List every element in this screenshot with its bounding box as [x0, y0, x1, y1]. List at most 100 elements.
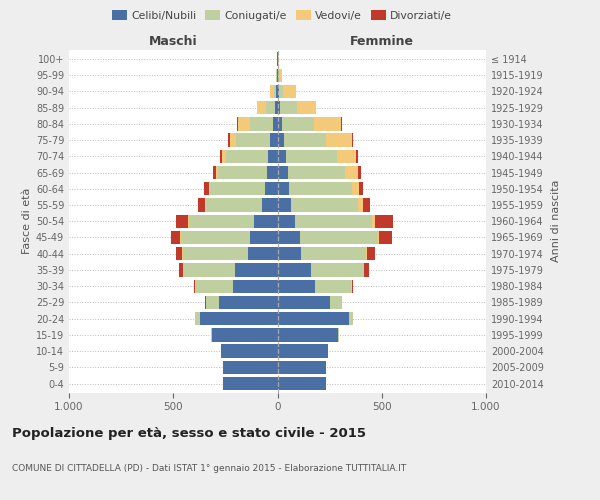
Bar	[226, 150, 277, 163]
Bar	[236, 134, 277, 146]
Bar	[277, 166, 344, 179]
Bar	[181, 231, 277, 244]
Bar	[275, 101, 277, 114]
Bar	[222, 150, 277, 163]
Bar	[277, 68, 282, 82]
Bar	[277, 280, 316, 293]
Bar	[277, 296, 342, 309]
Bar	[274, 117, 277, 130]
Bar	[210, 182, 277, 196]
Bar	[213, 166, 277, 179]
Text: Femmine: Femmine	[350, 34, 414, 48]
Bar	[277, 214, 392, 228]
Bar	[277, 182, 364, 196]
Bar	[277, 264, 364, 276]
Bar	[265, 182, 277, 196]
Bar	[182, 247, 277, 260]
Bar	[194, 280, 277, 293]
Bar	[277, 117, 341, 130]
Bar	[277, 312, 353, 326]
Bar	[277, 231, 392, 244]
Bar	[205, 296, 277, 309]
Bar	[223, 360, 277, 374]
Bar	[211, 328, 277, 342]
Bar	[277, 247, 367, 260]
Bar	[188, 214, 277, 228]
Bar	[277, 150, 337, 163]
Bar	[221, 344, 277, 358]
Bar	[277, 150, 286, 163]
Bar	[248, 247, 277, 260]
Bar	[277, 198, 363, 211]
Bar	[206, 296, 277, 309]
Bar	[277, 52, 279, 66]
Bar	[277, 360, 326, 374]
Bar	[277, 328, 339, 342]
Bar	[277, 150, 358, 163]
Bar	[277, 360, 326, 374]
Bar	[277, 280, 352, 293]
Bar	[277, 134, 352, 146]
Bar	[277, 264, 369, 276]
Bar	[230, 134, 277, 146]
Bar	[277, 134, 284, 146]
Bar	[176, 214, 277, 228]
Text: COMUNE DI CITTADELLA (PD) - Dati ISTAT 1° gennaio 2015 - Elaborazione TUTTITALIA: COMUNE DI CITTADELLA (PD) - Dati ISTAT 1…	[12, 464, 406, 473]
Bar	[254, 214, 277, 228]
Y-axis label: Fasce di età: Fasce di età	[22, 188, 32, 254]
Bar	[216, 166, 277, 179]
Bar	[277, 296, 342, 309]
Bar	[277, 84, 296, 98]
Legend: Celibi/Nubili, Coniugati/e, Vedovi/e, Divorziati/e: Celibi/Nubili, Coniugati/e, Vedovi/e, Di…	[107, 6, 457, 25]
Bar	[233, 280, 277, 293]
Bar	[228, 134, 277, 146]
Bar	[274, 84, 277, 98]
Bar	[277, 68, 282, 82]
Bar	[237, 117, 277, 130]
Bar	[200, 312, 277, 326]
Text: Maschi: Maschi	[149, 34, 197, 48]
Bar	[212, 328, 277, 342]
Bar	[277, 360, 326, 374]
Bar	[195, 280, 277, 293]
Bar	[277, 182, 359, 196]
Bar	[276, 68, 277, 82]
Bar	[270, 134, 277, 146]
Bar	[277, 377, 326, 390]
Text: Popolazione per età, sesso e stato civile - 2015: Popolazione per età, sesso e stato civil…	[12, 428, 366, 440]
Bar	[179, 264, 277, 276]
Bar	[257, 101, 277, 114]
Bar	[189, 214, 277, 228]
Bar	[277, 312, 349, 326]
Bar	[277, 101, 280, 114]
Bar	[277, 117, 342, 130]
Bar	[196, 312, 277, 326]
Bar	[277, 247, 301, 260]
Bar	[270, 84, 277, 98]
Bar	[223, 360, 277, 374]
Bar	[205, 198, 277, 211]
Bar	[219, 296, 277, 309]
Bar	[277, 117, 282, 130]
Bar	[277, 198, 358, 211]
Bar	[277, 296, 330, 309]
Bar	[221, 344, 277, 358]
Bar	[277, 344, 328, 358]
Bar	[277, 344, 328, 358]
Bar	[277, 134, 326, 146]
Bar	[262, 198, 277, 211]
Bar	[277, 312, 353, 326]
Bar	[277, 214, 372, 228]
Bar	[211, 328, 277, 342]
Bar	[277, 360, 326, 374]
Bar	[277, 117, 314, 130]
Bar	[277, 101, 316, 114]
Bar	[218, 166, 277, 179]
Bar	[196, 312, 277, 326]
Bar	[277, 182, 289, 196]
Bar	[277, 231, 377, 244]
Bar	[277, 296, 342, 309]
Bar	[277, 198, 291, 211]
Bar	[277, 377, 326, 390]
Bar	[277, 214, 376, 228]
